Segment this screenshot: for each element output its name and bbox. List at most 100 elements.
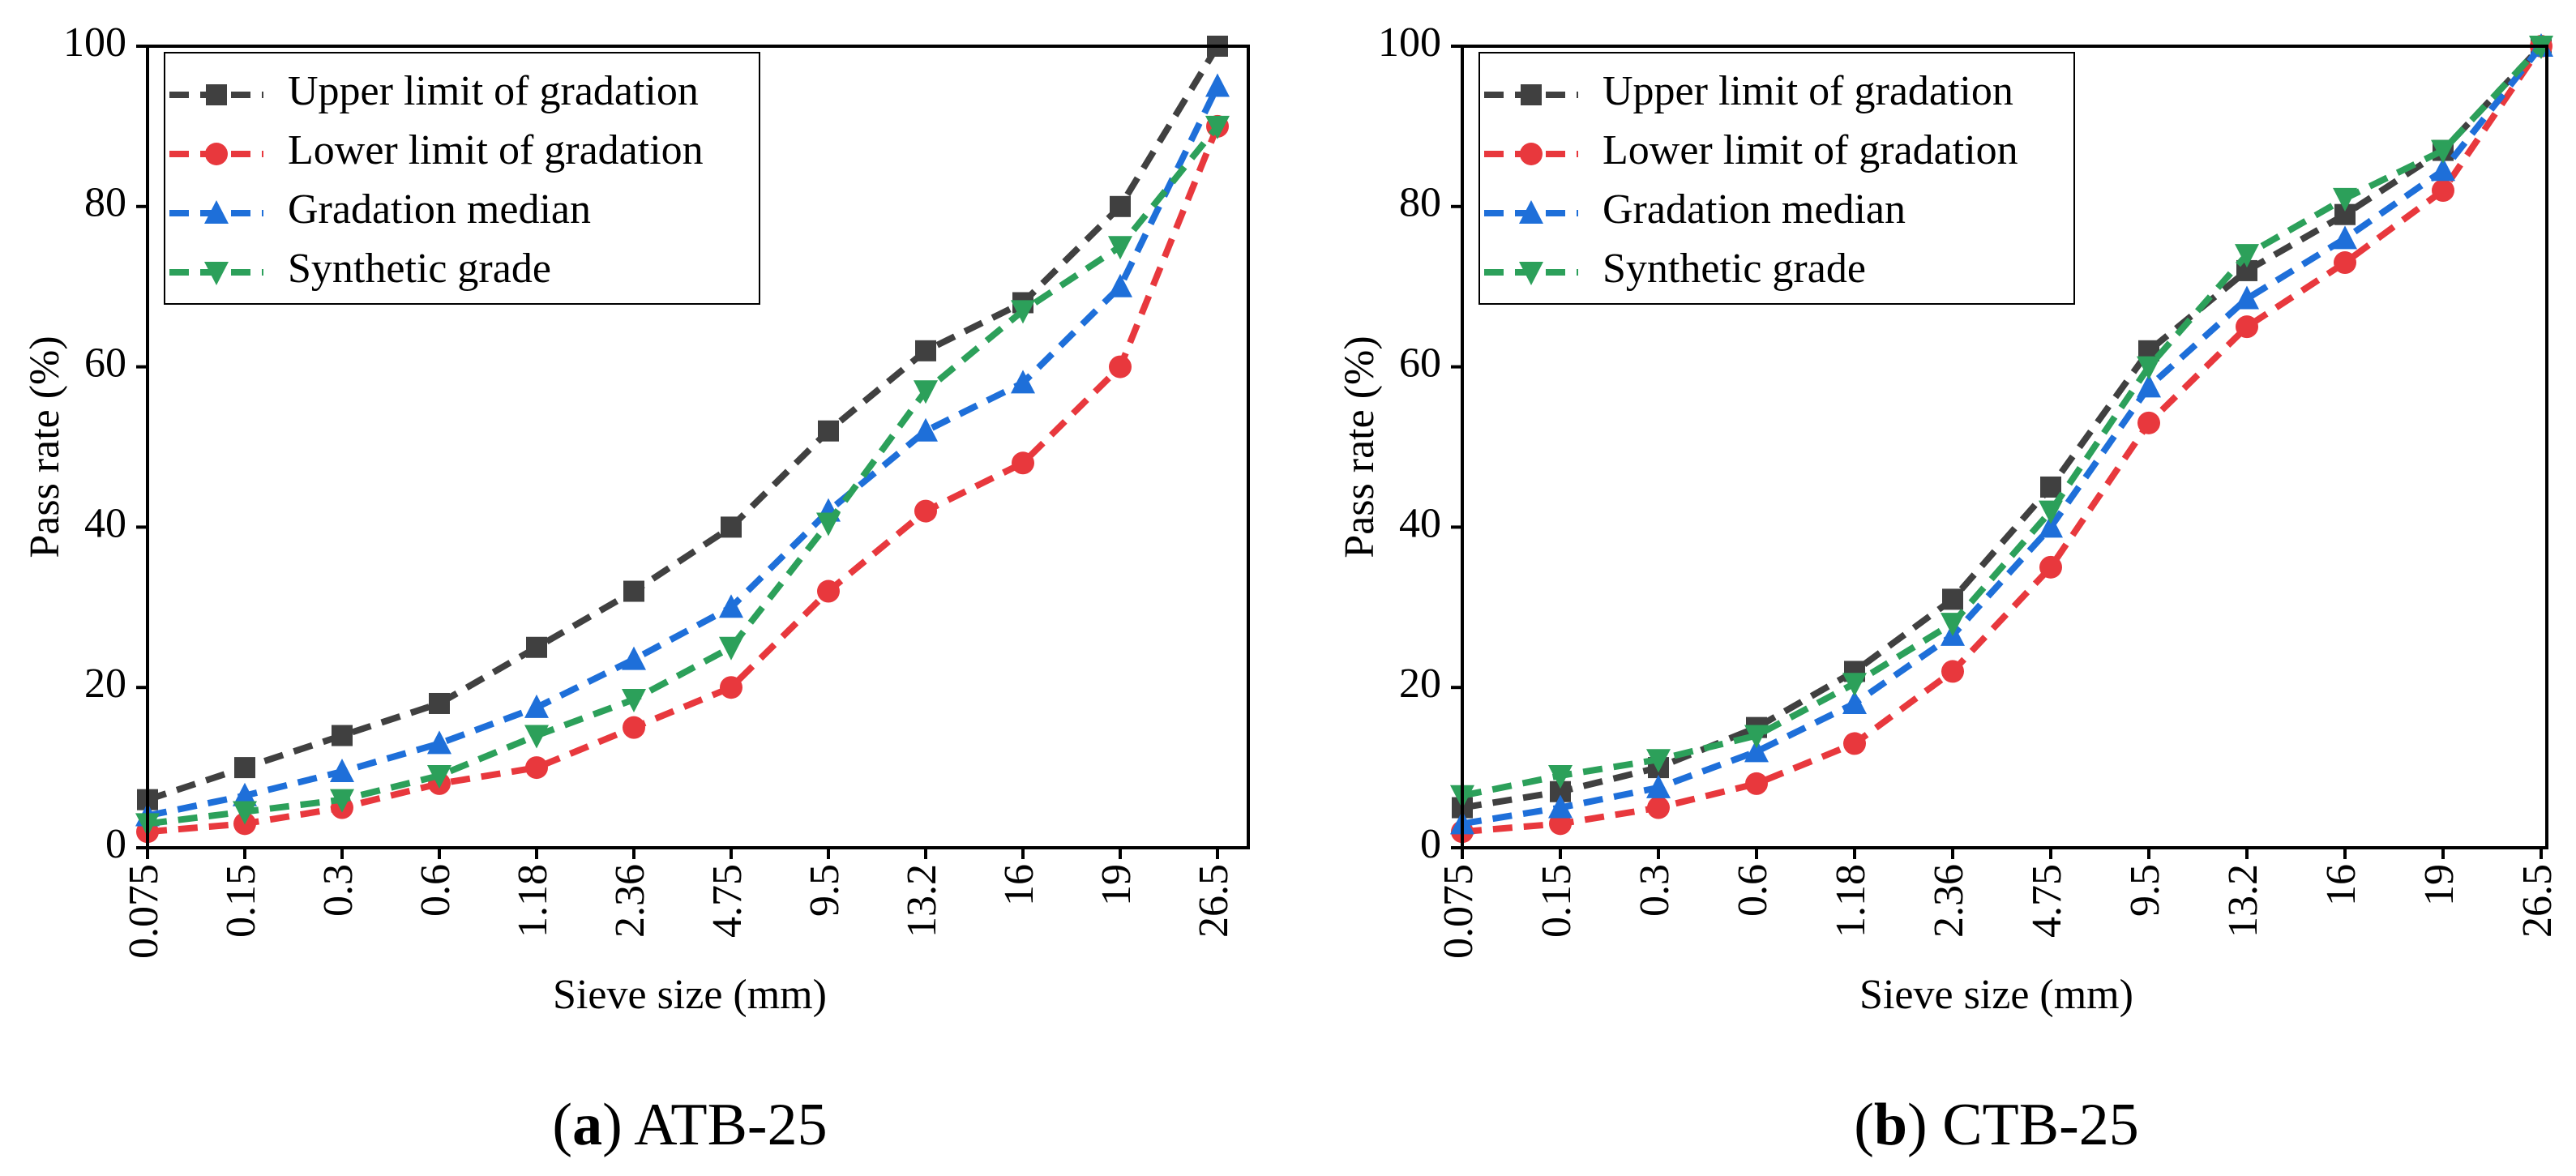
- marker: [2432, 179, 2454, 203]
- marker: [525, 756, 548, 780]
- marker: [1548, 794, 1573, 819]
- legend-label: Gradation median: [1603, 186, 1906, 233]
- x-tick-label: 16: [2318, 864, 2364, 906]
- y-tick-label: 100: [63, 19, 126, 66]
- caption-label: b: [1874, 1092, 1907, 1158]
- y-tick-label: 40: [1399, 500, 1441, 546]
- marker: [720, 676, 742, 699]
- series-line: [1461, 44, 2544, 827]
- y-axis-title: Pass rate (%): [1337, 336, 1383, 558]
- marker: [2236, 315, 2258, 339]
- series-line: [147, 124, 1221, 827]
- marker: [524, 694, 549, 718]
- marker: [623, 716, 645, 739]
- x-tick-label: 1.18: [1828, 864, 1874, 938]
- marker: [1647, 796, 1670, 819]
- marker: [2431, 157, 2455, 182]
- marker: [1011, 300, 1035, 324]
- marker: [429, 692, 450, 714]
- marker: [1941, 660, 1964, 683]
- x-tick-label: 4.75: [2024, 864, 2070, 938]
- marker: [2235, 285, 2259, 310]
- marker: [206, 84, 227, 105]
- x-tick-label: 9.5: [802, 864, 848, 917]
- marker: [721, 516, 742, 538]
- series-line: [1461, 44, 2544, 836]
- x-tick-label: 13.2: [899, 864, 945, 938]
- marker: [1745, 772, 1768, 795]
- marker: [1744, 725, 1769, 749]
- y-axis-title: Pass rate (%): [22, 336, 68, 558]
- x-tick-label: 19: [2416, 864, 2463, 906]
- marker: [332, 725, 353, 746]
- legend-label: Synthetic grade: [288, 246, 551, 292]
- marker: [2137, 356, 2161, 380]
- x-tick-label: 13.2: [2220, 864, 2266, 938]
- x-tick-label: 19: [1093, 864, 1140, 906]
- series-line: [146, 44, 1221, 803]
- marker: [1108, 273, 1132, 297]
- legend-label: Gradation median: [288, 186, 591, 233]
- legend-label: Synthetic grade: [1603, 246, 1866, 292]
- marker: [204, 200, 229, 224]
- y-tick-label: 0: [1420, 821, 1441, 867]
- x-tick-label: 9.5: [2122, 864, 2168, 917]
- legend-box: [164, 52, 760, 305]
- marker: [817, 579, 840, 603]
- marker: [818, 420, 839, 442]
- x-tick-label: 4.75: [704, 864, 751, 938]
- marker: [204, 262, 229, 285]
- marker: [622, 689, 646, 713]
- marker: [2137, 411, 2160, 434]
- marker: [719, 636, 743, 661]
- marker: [1744, 738, 1769, 763]
- plot-frame: [1461, 45, 2548, 849]
- marker: [1011, 370, 1035, 394]
- marker: [1521, 84, 1542, 105]
- x-axis-title: Sieve size (mm): [1859, 972, 2133, 1018]
- marker: [1108, 236, 1132, 260]
- marker: [914, 417, 938, 442]
- x-tick-label: 0.3: [1632, 864, 1678, 917]
- marker: [1941, 613, 1965, 637]
- marker: [2334, 251, 2356, 275]
- marker: [1942, 588, 1963, 610]
- x-tick-label: 0.15: [218, 864, 264, 938]
- caption-rest: ) ATB-25: [602, 1092, 828, 1158]
- marker: [1646, 749, 1671, 773]
- marker: [816, 512, 841, 537]
- y-tick-label: 20: [1399, 661, 1441, 707]
- x-tick-label: 2.36: [607, 864, 653, 938]
- series-line: [147, 125, 1221, 836]
- x-tick-label: 16: [996, 864, 1042, 906]
- marker: [719, 594, 743, 618]
- marker: [427, 764, 451, 789]
- marker: [427, 730, 451, 755]
- marker: [2137, 374, 2161, 398]
- y-tick-label: 80: [84, 180, 126, 226]
- y-tick-label: 0: [105, 821, 126, 867]
- y-tick-label: 60: [1399, 340, 1441, 387]
- legend-label: Upper limit of gradation: [288, 68, 699, 114]
- caption-rest: ) CTB-25: [1907, 1092, 2139, 1158]
- x-tick-label: 1.18: [510, 864, 556, 938]
- marker: [1519, 200, 1543, 224]
- marker: [914, 380, 938, 404]
- series-line: [147, 84, 1221, 819]
- marker: [1548, 764, 1573, 789]
- x-tick-label: 0.3: [315, 864, 362, 917]
- x-tick-label: 26.5: [1191, 864, 1237, 938]
- caption: (a) ATB-25: [552, 1092, 827, 1158]
- x-tick-label: 2.36: [1926, 864, 1972, 938]
- marker: [1842, 673, 1867, 697]
- marker: [915, 340, 936, 361]
- x-axis-title: Sieve size (mm): [553, 972, 827, 1018]
- marker: [2333, 187, 2357, 212]
- caption-open: (: [1854, 1092, 1874, 1158]
- marker: [2039, 555, 2062, 579]
- marker: [1012, 451, 1034, 475]
- marker: [234, 757, 255, 779]
- caption: (b) CTB-25: [1854, 1092, 2139, 1158]
